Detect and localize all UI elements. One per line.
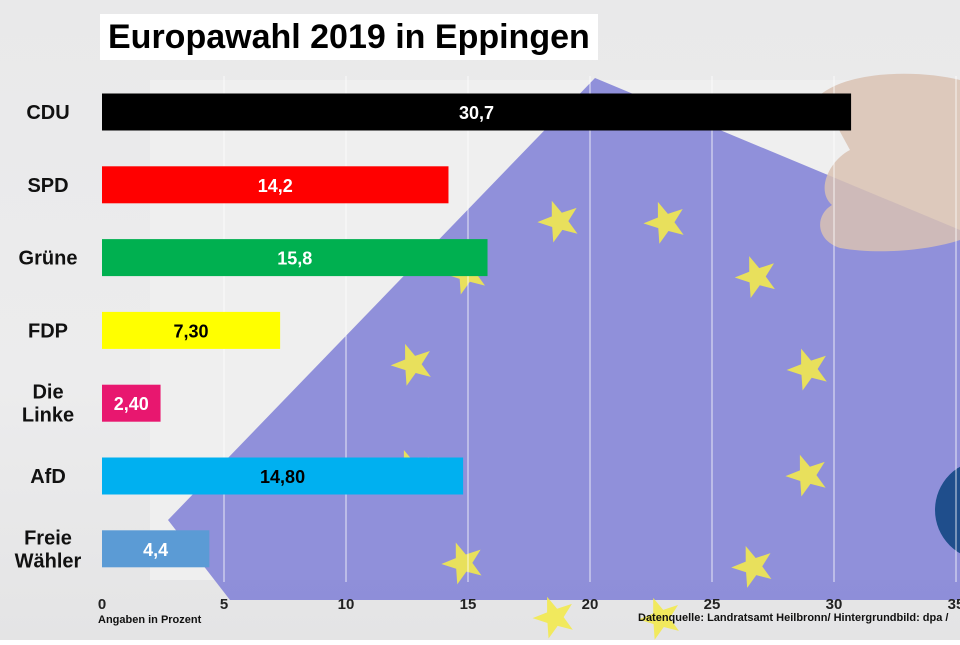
bar: [102, 530, 210, 568]
hand-icon: [820, 73, 960, 252]
eu-star-icon: [731, 546, 772, 588]
bar: [102, 311, 281, 349]
bar: [102, 384, 161, 422]
x-tick-labels: 0 5 10 15 20 25 30 35: [98, 596, 960, 613]
x-tick-label: 10: [338, 596, 355, 613]
bar: [102, 93, 852, 131]
data-label: 2,40: [114, 394, 149, 414]
category-label: FDP: [28, 320, 68, 342]
data-label: 4,4: [143, 540, 168, 560]
category-label: Die Linke: [22, 382, 74, 427]
data-label: 7,30: [174, 321, 209, 341]
emblem-icon: [935, 466, 960, 554]
bar: [102, 239, 488, 277]
bar: [102, 457, 464, 495]
grid-lines: [223, 76, 957, 582]
x-axis-label: Angaben in Prozent: [98, 614, 202, 626]
eu-star-icon: [537, 200, 578, 243]
chart-title: Europawahl 2019 in Eppingen: [100, 14, 598, 60]
data-label: 14,80: [260, 467, 305, 487]
x-tick-label: 20: [582, 596, 599, 613]
eu-star-icon: [786, 348, 827, 391]
data-label: 30,7: [459, 103, 494, 123]
eu-star-icon: [390, 343, 431, 386]
category-label: Grüne: [19, 248, 78, 270]
source-note: Datenquelle: Landratsamt Heilbronn/ Hint…: [638, 612, 949, 624]
x-tick-label: 25: [704, 596, 721, 613]
category-label: AfD: [30, 466, 66, 488]
eu-star-icon: [643, 201, 684, 244]
x-tick-label: 15: [460, 596, 477, 613]
bars: 30,7 14,2 15,8 7,30 2,40 14,80 4,4: [102, 93, 852, 568]
category-labels: CDU SPD Grüne FDP Die Linke AfD Freie Wähler: [15, 102, 82, 572]
eu-star-icon: [441, 542, 482, 585]
eu-star-icon: [638, 597, 679, 640]
eu-star-icon: [785, 454, 826, 497]
x-tick-label: 0: [98, 596, 106, 613]
bar: [102, 166, 449, 204]
eu-star-icon: [734, 256, 775, 298]
x-tick-label: 30: [826, 596, 843, 613]
data-label: 15,8: [277, 249, 312, 269]
data-label: 14,2: [258, 176, 293, 196]
category-label: SPD: [27, 175, 68, 197]
category-label: CDU: [26, 102, 69, 124]
x-tick-label: 35: [948, 596, 960, 613]
eu-star-icon: [532, 596, 573, 639]
x-tick-label: 5: [220, 596, 228, 613]
category-label: Freie Wähler: [15, 527, 82, 572]
